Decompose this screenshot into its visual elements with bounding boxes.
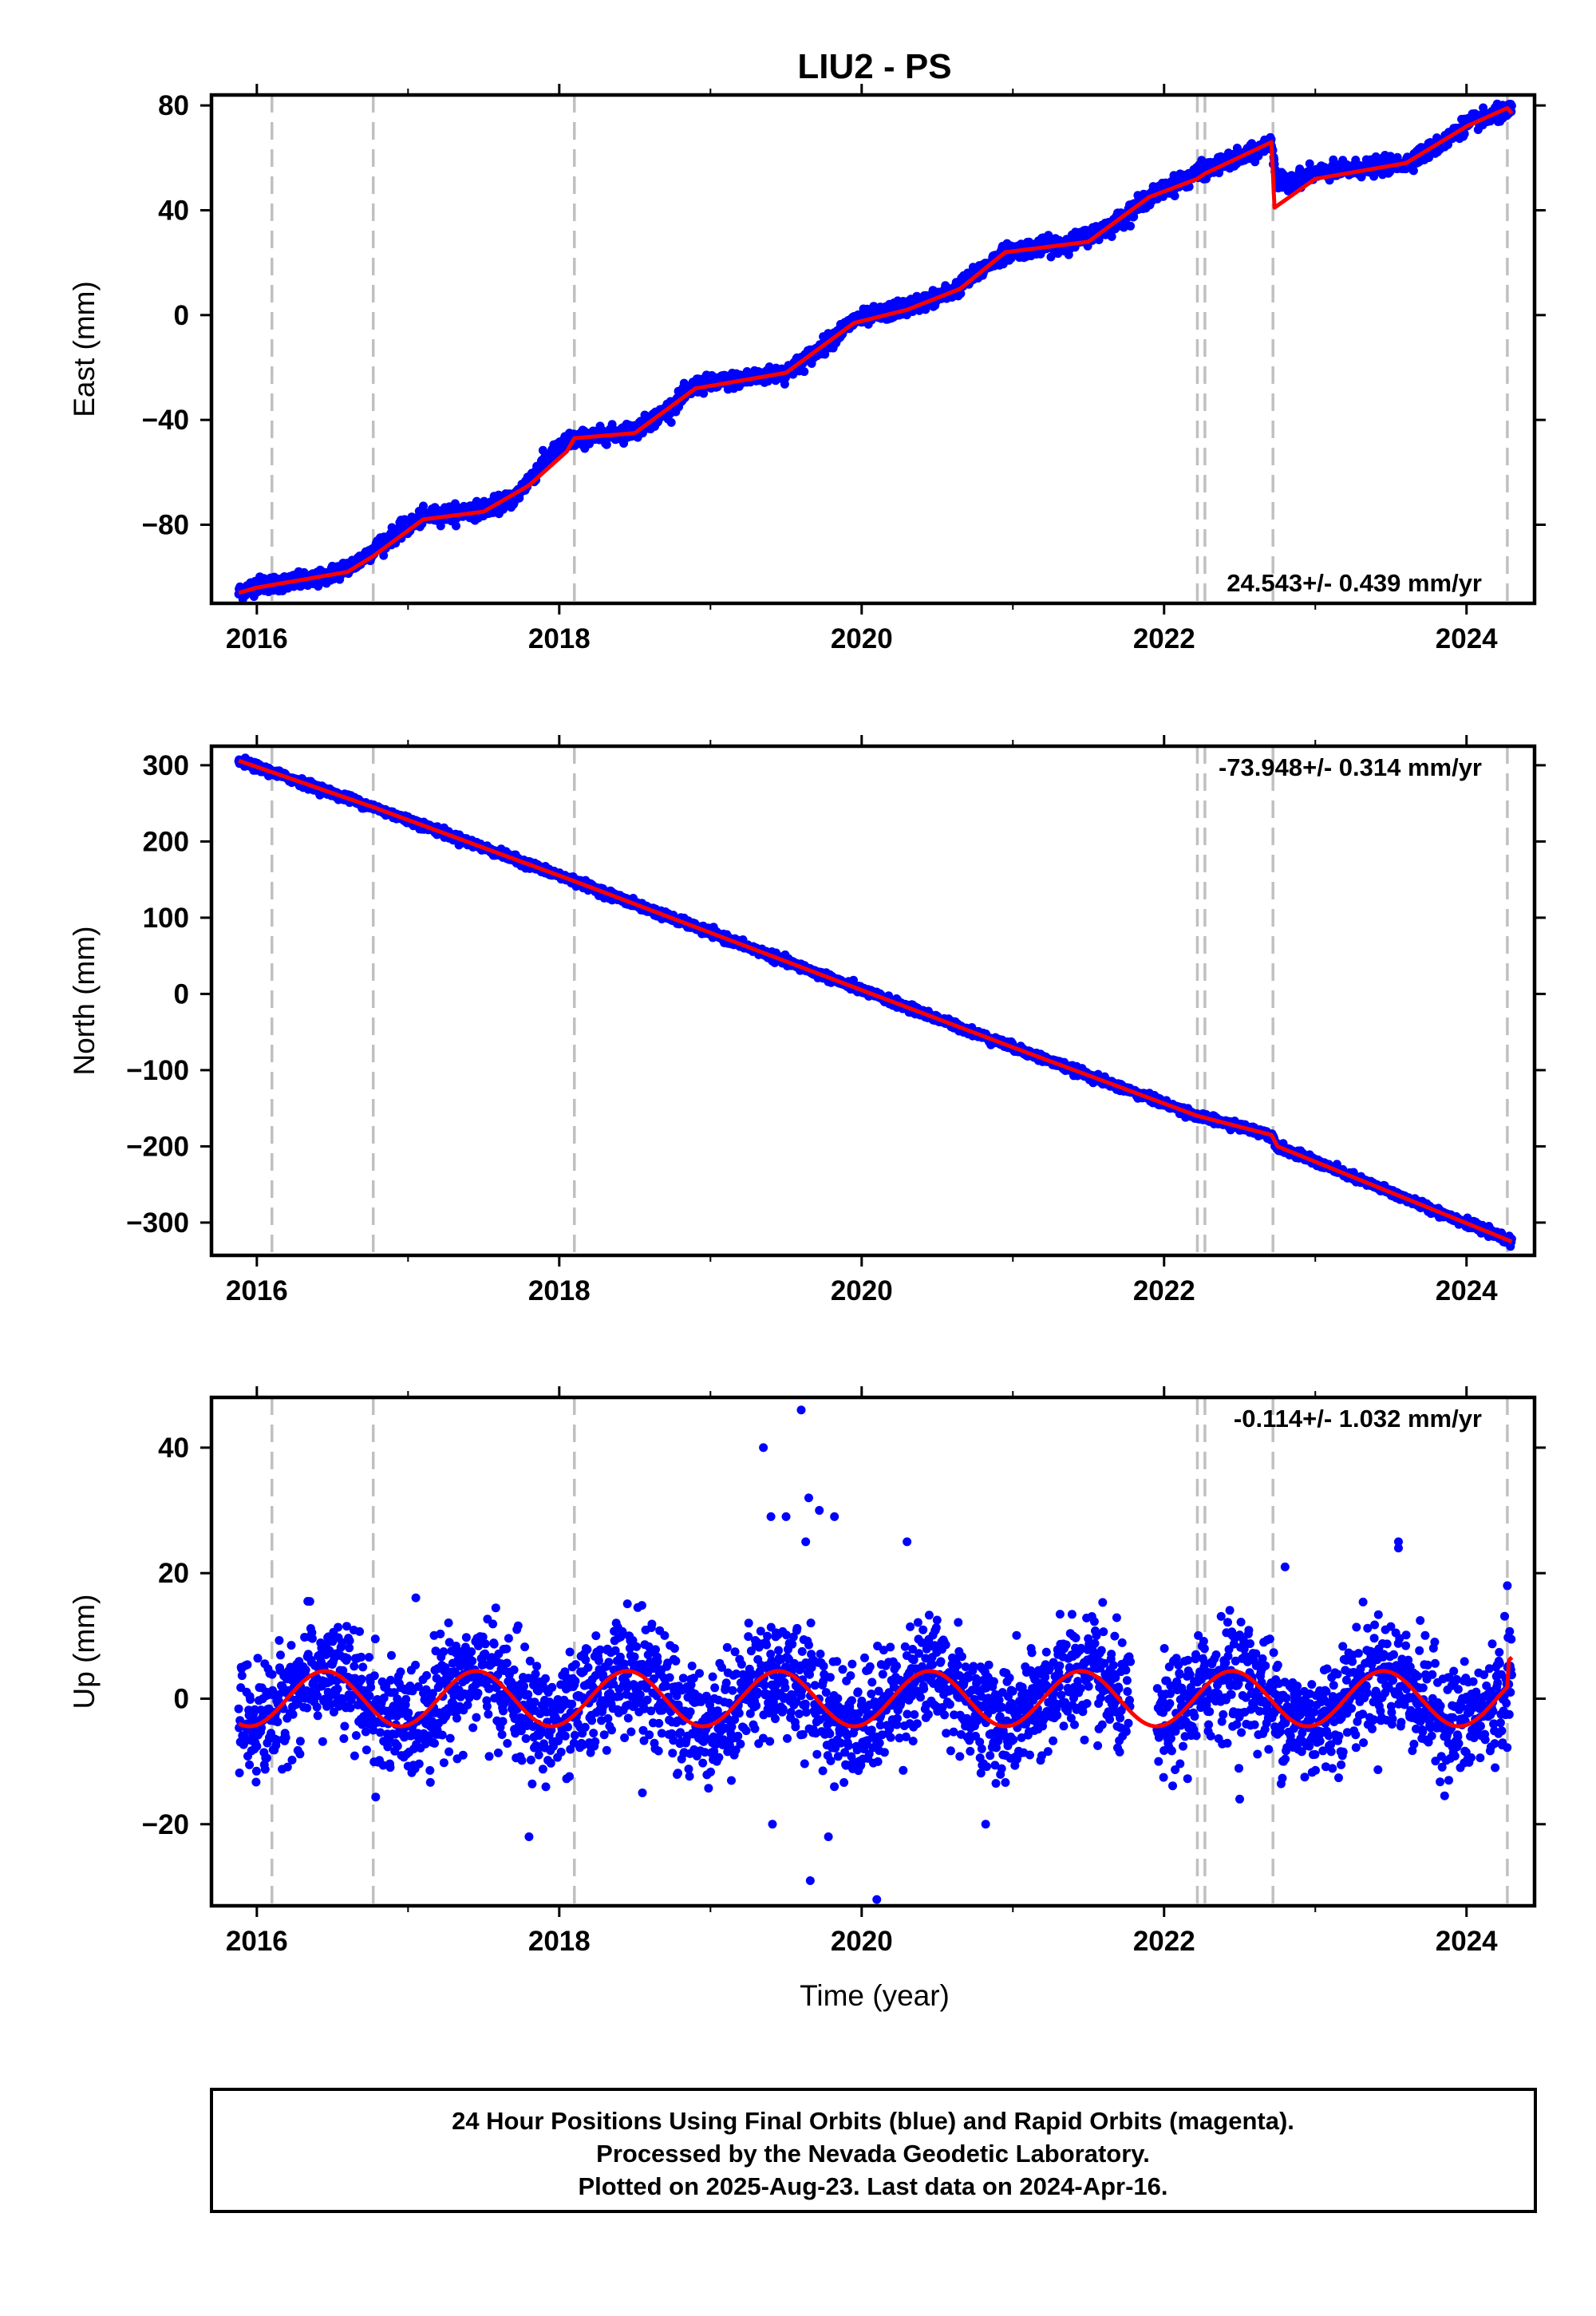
chart-title: LIU2 - PS xyxy=(797,47,951,86)
data-point xyxy=(1126,221,1136,231)
data-point xyxy=(436,521,445,531)
model-line xyxy=(238,105,1514,595)
y-tick-label: −40 xyxy=(142,405,189,436)
data-point xyxy=(379,551,389,560)
data-point xyxy=(666,417,676,427)
data-point xyxy=(1170,192,1179,200)
x-tick-label: 2018 xyxy=(528,623,591,654)
rate-annotation: 24.543+/- 0.439 mm/yr xyxy=(1227,569,1482,597)
x-tick-label: 2016 xyxy=(226,623,288,654)
north-panel: 2016 2018 2020 2022 2024−300−200−10001002003… xyxy=(68,735,1546,1306)
data-point xyxy=(780,379,789,389)
data-point xyxy=(800,367,809,377)
data-point xyxy=(1107,232,1116,241)
y-tick-label: 40 xyxy=(158,195,189,226)
x-tick-label: 2024 xyxy=(1436,623,1498,654)
y-tick-label: −80 xyxy=(142,509,189,540)
y-tick-label: 0 xyxy=(174,300,189,331)
x-tick-label: 2022 xyxy=(1133,623,1195,654)
x-tick-label: 2020 xyxy=(831,623,893,654)
data-points xyxy=(234,99,1516,604)
data-point xyxy=(452,521,460,531)
data-point xyxy=(1408,166,1418,176)
data-point xyxy=(921,305,930,314)
y-axis-label: East (mm) xyxy=(68,281,101,417)
data-point xyxy=(419,501,428,511)
y-tick-label: 80 xyxy=(158,90,189,121)
data-point xyxy=(602,440,611,449)
east-panel: 2016 2018 2020 2022 2024 −80 −40 0 40 80 East (mm)… xyxy=(68,84,1546,654)
